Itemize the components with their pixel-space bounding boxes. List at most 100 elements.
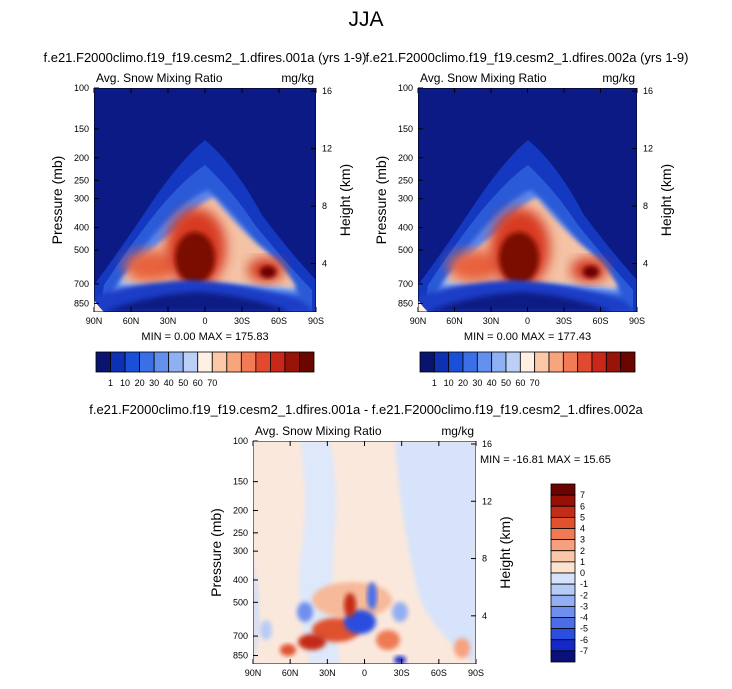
colorbar-swatch xyxy=(95,351,111,373)
y-tick-label: 400 xyxy=(74,223,89,233)
colorbar-swatch xyxy=(211,351,228,373)
colorbar-label: 40 xyxy=(164,378,174,388)
colorbar-swatch xyxy=(548,351,564,373)
panel-1-contour-field xyxy=(94,88,316,312)
page-title: JJA xyxy=(348,8,384,31)
y2-tick-label: 12 xyxy=(482,496,492,506)
colorbar-swatch xyxy=(197,351,213,373)
colorbar-label: 50 xyxy=(178,378,188,388)
colorbar-label: 3 xyxy=(580,535,585,545)
colorbar-swatch xyxy=(550,572,576,585)
colorbar-swatch xyxy=(550,505,576,518)
x-tick-label: 90S xyxy=(468,668,484,678)
colorbar-label: 10 xyxy=(120,378,130,388)
colorbar-swatch xyxy=(591,351,607,373)
x-tick-label: 0 xyxy=(525,316,530,326)
y-tick-label: 250 xyxy=(233,528,248,538)
y2-tick-label: 8 xyxy=(322,201,327,211)
colorbar-label: 50 xyxy=(501,378,511,388)
units-label: mg/kg xyxy=(602,71,635,85)
colorbar-swatch xyxy=(550,561,576,574)
colorbar-swatch xyxy=(562,351,579,373)
y-axis-title: Pressure (mb) xyxy=(208,508,224,597)
colorbar-swatch xyxy=(534,351,550,373)
colorbar-label: 20 xyxy=(458,378,468,388)
colorbar-label: 60 xyxy=(193,378,203,388)
colorbar-label: 70 xyxy=(530,378,540,388)
x-tick-label: 0 xyxy=(362,668,367,678)
y-tick-label: 300 xyxy=(233,546,248,556)
colorbar-swatch xyxy=(124,351,140,373)
colorbar-label: 30 xyxy=(149,378,159,388)
y-tick-label: 700 xyxy=(74,279,89,289)
colorbar-label: 20 xyxy=(135,378,145,388)
colorbar-label: 60 xyxy=(515,378,525,388)
y2-axis-title: Height (km) xyxy=(337,164,353,236)
colorbar-swatch xyxy=(433,351,450,373)
y-tick-label: 150 xyxy=(74,124,89,134)
y-tick-label: 400 xyxy=(398,223,413,233)
colorbar-label: 4 xyxy=(580,524,585,534)
y2-tick-label: 4 xyxy=(482,611,487,621)
min-max-stats: MIN = 0.00 MAX = 177.43 xyxy=(464,331,591,343)
x-tick-label: 30N xyxy=(160,316,177,326)
x-tick-label: 60S xyxy=(271,316,287,326)
x-tick-label: 30N xyxy=(319,668,336,678)
panel-2-contour-field xyxy=(418,88,637,312)
colorbar-label: 30 xyxy=(472,378,482,388)
y-tick-label: 500 xyxy=(74,245,89,255)
y-tick-label: 300 xyxy=(74,194,89,204)
x-tick-label: 60S xyxy=(592,316,608,326)
colorbar-swatch xyxy=(226,351,242,373)
colorbar-label: 7 xyxy=(580,490,585,500)
panel-title: f.e21.F2000climo.f19_f19.cesm2_1.dfires.… xyxy=(365,50,688,65)
colorbar-swatch xyxy=(299,351,315,373)
colorbar-label: -3 xyxy=(580,601,588,611)
y-tick-label: 300 xyxy=(398,194,413,204)
colorbar-swatch xyxy=(462,351,478,373)
colorbar-label: 5 xyxy=(580,512,585,522)
x-tick-label: 90S xyxy=(629,316,645,326)
colorbar-swatch xyxy=(550,539,576,552)
colorbar-swatch xyxy=(476,351,493,373)
x-tick-label: 30N xyxy=(483,316,500,326)
x-tick-label: 30S xyxy=(394,668,410,678)
y-axis-title: Pressure (mb) xyxy=(49,156,65,245)
y-tick-label: 150 xyxy=(233,477,248,487)
colorbar-swatch xyxy=(505,351,521,373)
colorbar-label: -7 xyxy=(580,646,588,656)
colorbar-label: 0 xyxy=(580,568,585,578)
y-tick-label: 250 xyxy=(398,175,413,185)
y-tick-label: 850 xyxy=(74,298,89,308)
colorbar-swatch xyxy=(269,351,286,373)
colorbar-swatch xyxy=(550,594,576,607)
field-label: Avg. Snow Mixing Ratio xyxy=(96,71,223,85)
colorbar-swatch xyxy=(182,351,199,373)
x-tick-label: 90S xyxy=(308,316,324,326)
colorbar-swatch xyxy=(550,494,576,507)
colorbar-swatch xyxy=(284,351,300,373)
y2-tick-label: 8 xyxy=(482,554,487,564)
y-tick-label: 200 xyxy=(74,153,89,163)
y-tick-label: 100 xyxy=(398,83,413,93)
y2-tick-label: 16 xyxy=(643,86,653,96)
colorbar-label: 6 xyxy=(580,501,585,511)
x-tick-label: 90N xyxy=(410,316,427,326)
y2-tick-label: 16 xyxy=(322,86,332,96)
colorbar-swatch xyxy=(550,628,576,641)
colorbar-label: 70 xyxy=(207,378,217,388)
colorbar-swatch xyxy=(139,351,155,373)
colorbar-label: -1 xyxy=(580,579,588,589)
y2-tick-label: 16 xyxy=(482,439,492,449)
y-tick-label: 700 xyxy=(233,631,248,641)
y-tick-label: 500 xyxy=(398,245,413,255)
panel-3-difference-field xyxy=(253,441,476,664)
y-tick-label: 400 xyxy=(233,575,248,585)
x-tick-label: 90N xyxy=(86,316,103,326)
y2-tick-label: 4 xyxy=(643,259,648,269)
y2-tick-label: 4 xyxy=(322,259,327,269)
y-tick-label: 100 xyxy=(233,436,248,446)
colorbar-label: -4 xyxy=(580,613,588,623)
colorbar-swatch xyxy=(168,351,184,373)
